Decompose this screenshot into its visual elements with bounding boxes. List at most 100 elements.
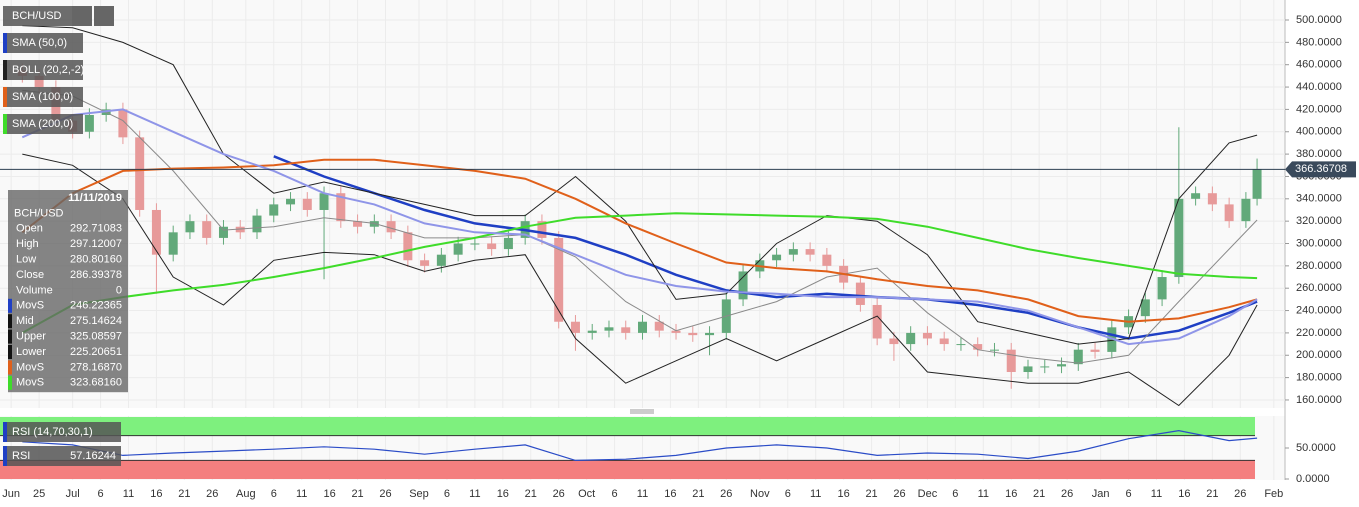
x-tick-label: Oct xyxy=(578,488,595,500)
rsi-line xyxy=(22,429,1258,462)
info-label: Low xyxy=(16,254,36,266)
info-label: Upper xyxy=(16,331,46,343)
x-tick-label: 11 xyxy=(637,488,648,500)
x-tick-label: 6 xyxy=(785,488,791,500)
x-tick-label: 21 xyxy=(525,488,537,500)
candle-body xyxy=(889,338,899,345)
candle-body xyxy=(705,332,715,336)
candle-body xyxy=(286,198,296,205)
candle-body xyxy=(1140,299,1150,317)
bollinger-mid xyxy=(22,89,1258,364)
candle-body xyxy=(453,243,463,255)
candle-body xyxy=(537,221,547,238)
x-tick-label: Jan xyxy=(1092,488,1110,500)
info-swatch xyxy=(8,360,12,375)
candle-body xyxy=(587,330,597,333)
x-tick-label: 6 xyxy=(98,488,104,500)
info-panel xyxy=(8,190,128,393)
info-label: Lower xyxy=(16,346,46,358)
x-tick-label: 26 xyxy=(553,488,565,500)
x-tick-label: 11 xyxy=(296,488,307,500)
x-tick-label: 21 xyxy=(865,488,877,500)
info-label: Mid xyxy=(16,315,34,327)
rsi-legend-box xyxy=(3,422,121,442)
refresh-button[interactable] xyxy=(72,6,92,26)
candle-body xyxy=(1057,364,1067,367)
candle-body xyxy=(621,327,631,333)
x-tick-label: 16 xyxy=(664,488,676,500)
x-tick-label: 21 xyxy=(351,488,363,500)
candle-body xyxy=(1252,169,1262,199)
x-tick-label: 16 xyxy=(324,488,336,500)
x-tick-label: Nov xyxy=(750,488,770,500)
candle-body xyxy=(436,254,446,266)
x-tick-label: 11 xyxy=(810,488,821,500)
symbol: BCH/USD xyxy=(12,10,62,22)
y-tick-label: 380.0000 xyxy=(1296,148,1342,160)
candle-body xyxy=(1073,349,1083,365)
moving-average xyxy=(21,108,1258,346)
info-symbol: BCH/USD xyxy=(14,207,64,219)
info-swatch xyxy=(8,314,12,329)
candle-body xyxy=(369,221,379,227)
candle-body xyxy=(973,344,983,350)
rsi-legend: RSI (14,70,30,1) xyxy=(12,426,93,438)
candle-body xyxy=(989,349,999,351)
candle-body xyxy=(772,254,782,261)
candle-body xyxy=(570,321,580,333)
info-label: High xyxy=(16,238,39,250)
y-tick-label: 240.0000 xyxy=(1296,304,1342,316)
legend-entry: SMA (100,0) xyxy=(12,91,73,103)
rsi-value: 57.16244 xyxy=(70,450,116,462)
moving-average xyxy=(21,158,1258,323)
candle-body xyxy=(604,327,614,331)
candle-body xyxy=(487,243,497,250)
candle-body xyxy=(906,332,916,345)
x-tick-label: 11 xyxy=(123,488,134,500)
candle-body xyxy=(922,332,932,339)
y-tick-label: 160.0000 xyxy=(1296,394,1342,406)
calendar-button[interactable] xyxy=(94,6,114,26)
legend-entry-swatch xyxy=(3,87,7,107)
x-tick-label: 26 xyxy=(1061,488,1073,500)
x-tick-label: 16 xyxy=(838,488,850,500)
x-tick-label: Jun xyxy=(2,488,20,500)
rsi-label: RSI xyxy=(12,450,30,462)
candle-body xyxy=(151,209,161,255)
x-tick-label: 6 xyxy=(444,488,450,500)
overbought-band xyxy=(0,417,1255,436)
info-label: Close xyxy=(16,269,44,281)
x-tick-label: 25 xyxy=(33,488,45,500)
candle-body xyxy=(84,114,94,132)
info-swatch xyxy=(8,298,12,313)
candle-body xyxy=(386,221,396,233)
info-date: 11/11/2019 xyxy=(68,192,122,204)
info-value: 275.14624 xyxy=(70,315,122,327)
moving-average xyxy=(273,155,1258,340)
y-tick-label: 500.0000 xyxy=(1296,14,1342,26)
info-label: Open xyxy=(16,223,43,235)
candle-body xyxy=(503,237,513,250)
x-tick-label: 6 xyxy=(1126,488,1132,500)
x-tick-label: 21 xyxy=(1033,488,1045,500)
info-value: 323.68160 xyxy=(70,377,122,389)
info-value: 278.16870 xyxy=(70,361,122,373)
y-tick-label: 300.0000 xyxy=(1296,237,1342,249)
legend-entry-swatch xyxy=(3,114,7,134)
x-tick-label: Dec xyxy=(918,488,938,500)
y-tick-label: 400.0000 xyxy=(1296,126,1342,138)
info-label: MovS xyxy=(16,361,44,373)
candle-body xyxy=(956,344,966,346)
y-tick-label: 180.0000 xyxy=(1296,372,1342,384)
legend-entry: SMA (50,0) xyxy=(12,37,67,49)
y-tick-label: 280.0000 xyxy=(1296,260,1342,272)
oversold-band xyxy=(0,460,1255,479)
x-tick-label: 16 xyxy=(150,488,162,500)
x-tick-label: Feb xyxy=(1264,488,1283,500)
candle-body xyxy=(252,215,262,233)
candle-body xyxy=(1224,204,1234,222)
candle-body xyxy=(939,338,949,345)
y-tick-label: 340.0000 xyxy=(1296,193,1342,205)
x-tick-label: Jul xyxy=(66,488,80,500)
